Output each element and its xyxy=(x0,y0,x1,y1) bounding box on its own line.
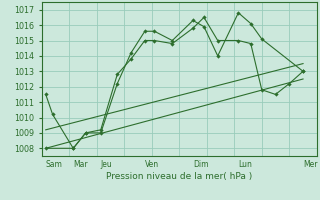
Text: Ven: Ven xyxy=(145,160,159,169)
Text: Lun: Lun xyxy=(238,160,252,169)
Text: Jeu: Jeu xyxy=(101,160,113,169)
Text: Mar: Mar xyxy=(73,160,88,169)
Text: Sam: Sam xyxy=(46,160,63,169)
X-axis label: Pression niveau de la mer( hPa ): Pression niveau de la mer( hPa ) xyxy=(106,172,252,181)
Text: Mer: Mer xyxy=(303,160,317,169)
Text: Dim: Dim xyxy=(193,160,208,169)
